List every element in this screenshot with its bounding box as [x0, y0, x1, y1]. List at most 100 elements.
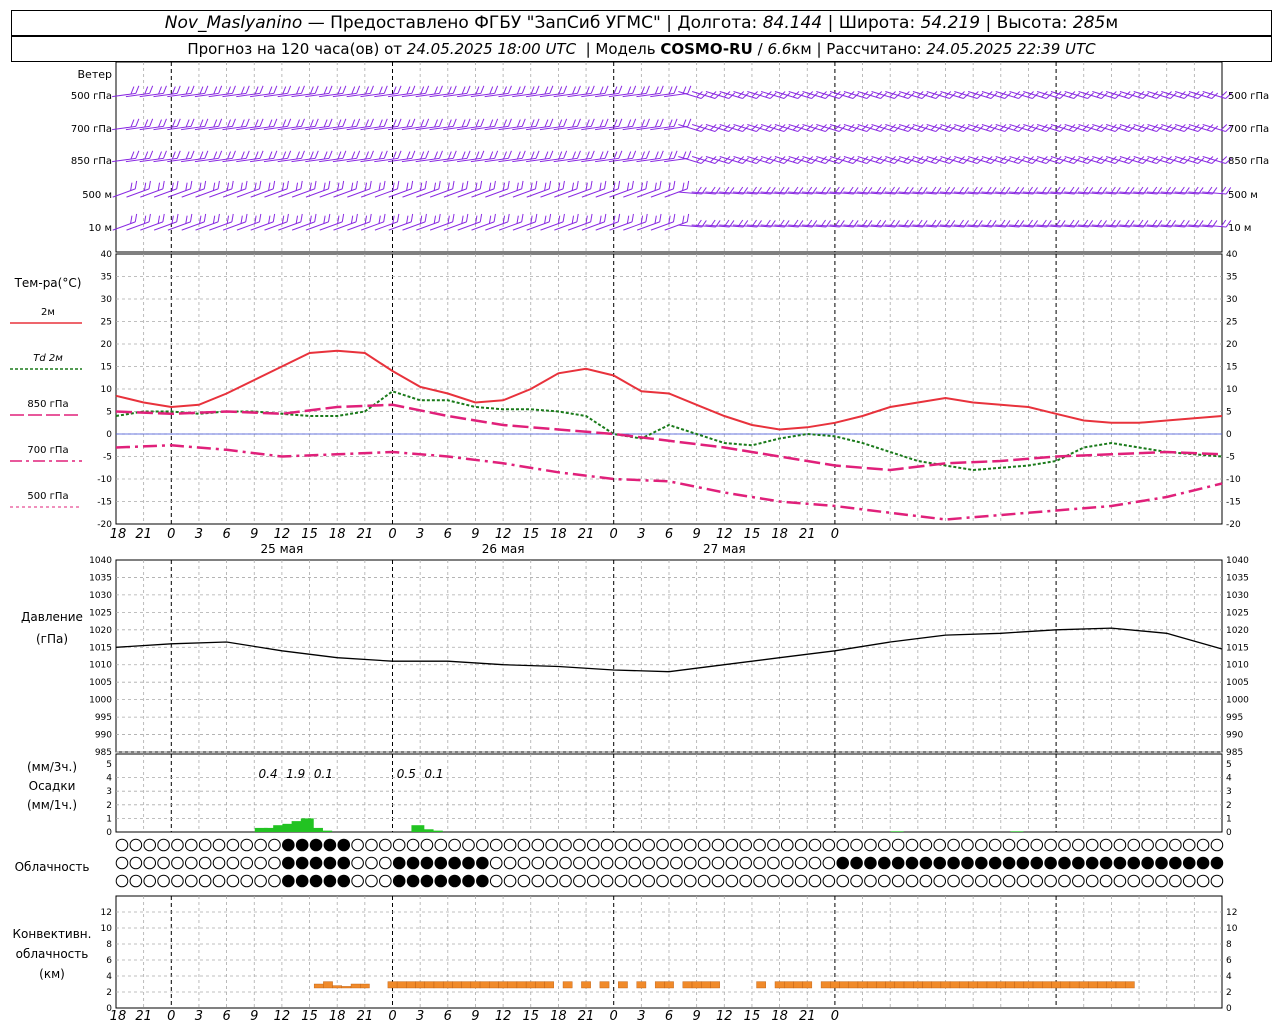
- cloud-symbol: [836, 838, 850, 852]
- wind-barb-flag: [769, 125, 777, 132]
- wind-barb-shaft: [1133, 91, 1157, 99]
- wind-barb-shaft: [719, 91, 743, 99]
- wind-barb-shaft: [498, 221, 522, 231]
- pressure-ytick: 1030: [89, 591, 112, 601]
- wind-barb: [774, 124, 805, 132]
- wind-barb: [194, 150, 223, 163]
- wind-barb-shaft: [153, 188, 177, 198]
- cloud-symbol: [1058, 874, 1071, 888]
- cloud-symbol: [143, 874, 157, 888]
- wind-barb-shaft: [678, 156, 702, 164]
- wind-barb: [333, 213, 358, 231]
- cloud-symbol: [143, 856, 157, 870]
- convective-bar: [581, 981, 591, 989]
- wind-barb: [1064, 156, 1094, 164]
- cloud-symbol: [947, 856, 960, 870]
- convective-title-1: Конвективн.: [13, 927, 92, 941]
- wind-barb-flag: [1004, 125, 1012, 132]
- cloud-symbol: [240, 856, 254, 870]
- wind-barb: [401, 118, 430, 131]
- wind-barb-flag: [889, 124, 896, 131]
- forecast-time: 24.05.2025 18:00 UTC: [406, 40, 577, 58]
- cloud-symbol: [642, 838, 655, 852]
- wind-barb-shaft: [608, 92, 633, 98]
- cloud-symbol: [531, 856, 545, 870]
- cloud-symbol: [503, 856, 517, 870]
- wind-barb-flag: [392, 151, 397, 160]
- wind-barb-flag: [728, 92, 736, 99]
- wind-barb-shaft: [360, 221, 384, 231]
- wind-barb: [567, 180, 593, 198]
- wind-barb-flag: [530, 151, 535, 160]
- wind-barb-flag: [254, 119, 259, 128]
- wind-barb-flag: [199, 151, 204, 160]
- convective-bar: [406, 981, 416, 989]
- wind-barb-flag: [158, 119, 162, 128]
- wind-barb-flag: [544, 215, 547, 224]
- wind-barb-shaft: [650, 125, 675, 131]
- cloud-symbol: [670, 874, 683, 888]
- wind-barb-shaft: [112, 188, 136, 198]
- cloud-symbol: [517, 856, 531, 870]
- wind-barb-shaft: [1050, 156, 1075, 164]
- wind-barb: [512, 150, 540, 163]
- wind-barb: [125, 150, 154, 163]
- wind-barb-flag: [1110, 156, 1117, 163]
- wind-barb-flag: [861, 124, 869, 131]
- wind-barb-shaft: [677, 224, 702, 228]
- wind-barb-flag: [212, 215, 216, 224]
- wind-barb-flag: [976, 157, 984, 164]
- wind-barb-shaft: [857, 156, 881, 164]
- wind-barb-flag: [176, 180, 179, 189]
- wind-barb-flag: [792, 91, 800, 98]
- wind-barb-flag: [204, 85, 209, 94]
- wind-barb-shaft: [278, 188, 302, 198]
- hour-tick-label: 0: [167, 527, 175, 542]
- precip-total-label: 1.9: [286, 767, 305, 781]
- wind-barb-flag: [356, 150, 361, 159]
- wind-barb-flag: [176, 213, 179, 222]
- wind-barb: [415, 118, 443, 131]
- wind-barb-flag: [149, 85, 154, 94]
- cloud-symbol: [379, 856, 392, 870]
- precip-unit-3h: (мм/3ч.): [27, 760, 77, 774]
- wind-barb: [650, 213, 676, 231]
- wind-barb-flag: [516, 215, 519, 224]
- wind-barb-shaft: [705, 124, 730, 132]
- cloud-symbol: [254, 856, 267, 870]
- cloud-symbol: [1002, 838, 1016, 852]
- cloud-symbol: [988, 874, 1002, 888]
- wind-barb-flag: [494, 85, 499, 94]
- wind-barb: [484, 85, 512, 98]
- wind-barb-shaft: [747, 156, 771, 164]
- wind-barb-shaft: [512, 92, 537, 98]
- wind-level-500hpa-right: 500 гПа: [1228, 91, 1269, 102]
- wind-barb: [829, 124, 860, 132]
- wind-barb-shaft: [912, 91, 937, 99]
- hour-tick-label-bottom: 12: [716, 1009, 733, 1024]
- hour-tick-label-bottom: 3: [637, 1009, 645, 1024]
- wind-barb-shaft: [898, 156, 923, 164]
- wind-barb-flag: [185, 215, 188, 224]
- wind-barb-flag: [433, 215, 437, 224]
- wind-barb-flag: [309, 119, 314, 128]
- wind-barb: [1092, 124, 1122, 132]
- wind-barb-shaft: [125, 157, 150, 163]
- wind-barb-shaft: [153, 157, 178, 163]
- cloud-symbol: [420, 856, 434, 870]
- wind-barb-shaft: [429, 157, 454, 163]
- wind-barb-flag: [659, 118, 664, 127]
- wind-barb: [360, 213, 386, 231]
- wind-barb-flag: [820, 91, 827, 98]
- wind-barb-flag: [742, 92, 749, 99]
- wind-barb-flag: [672, 213, 676, 222]
- cloud-symbol: [198, 856, 212, 870]
- wind-barb-flag: [392, 86, 397, 95]
- hour-tick-label-bottom: 21: [799, 1009, 816, 1024]
- wind-barb: [719, 124, 749, 132]
- wind-barb-flag: [327, 213, 331, 222]
- wind-barb-shaft: [1105, 91, 1130, 99]
- wind-barb-flag: [475, 215, 478, 224]
- temp-ytick: 30: [101, 295, 113, 305]
- wind-barb: [747, 91, 777, 99]
